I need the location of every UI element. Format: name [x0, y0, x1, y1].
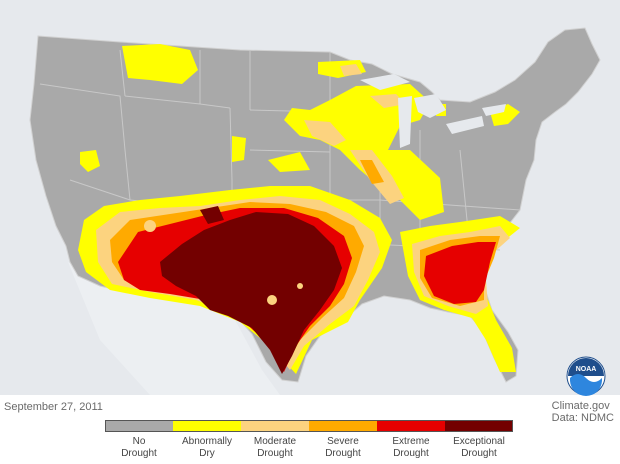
- legend-swatch: [241, 420, 309, 432]
- legend-swatch: [377, 420, 445, 432]
- exceptional-drought-areas: [160, 206, 342, 374]
- legend-swatch: [309, 420, 377, 432]
- noaa-logo-text: NOAA: [576, 366, 597, 373]
- legend-item-severe-drought: Severe Drought: [309, 420, 377, 460]
- legend-label: Moderate Drought: [253, 436, 297, 459]
- legend-item-abnormally-dry: Abnormally Dry: [173, 420, 241, 460]
- drought-map: NOAA: [0, 0, 620, 396]
- legend-swatch: [105, 420, 173, 432]
- legend-item-moderate-drought: Moderate Drought: [241, 420, 309, 460]
- moderate-pockets: [144, 220, 303, 305]
- legend-item-no-drought: No Drought: [105, 420, 173, 460]
- credit-data-source: Data: NDMC: [551, 412, 614, 424]
- legend-label: Extreme Drought: [392, 436, 430, 459]
- noaa-logo: NOAA: [566, 356, 606, 396]
- credit-site: Climate.gov: [551, 400, 610, 412]
- legend: No Drought Abnormally Dry Moderate Droug…: [105, 420, 513, 460]
- mexico-landmass: [68, 262, 280, 395]
- legend-item-extreme-drought: Extreme Drought: [377, 420, 445, 460]
- drought-map-svg: [29, 27, 601, 395]
- legend-label: Exceptional Drought: [453, 436, 505, 459]
- map-date: September 27, 2011: [4, 401, 103, 413]
- legend-label: Abnormally Dry: [181, 436, 233, 459]
- credits: Climate.gov Data: NDMC: [552, 400, 614, 424]
- legend-label: Severe Drought: [325, 436, 361, 459]
- great-lakes: [360, 74, 506, 148]
- legend-swatch: [173, 420, 241, 432]
- legend-swatch: [445, 420, 513, 432]
- legend-label: No Drought: [121, 436, 157, 459]
- legend-item-exceptional-drought: Exceptional Drought: [445, 420, 513, 460]
